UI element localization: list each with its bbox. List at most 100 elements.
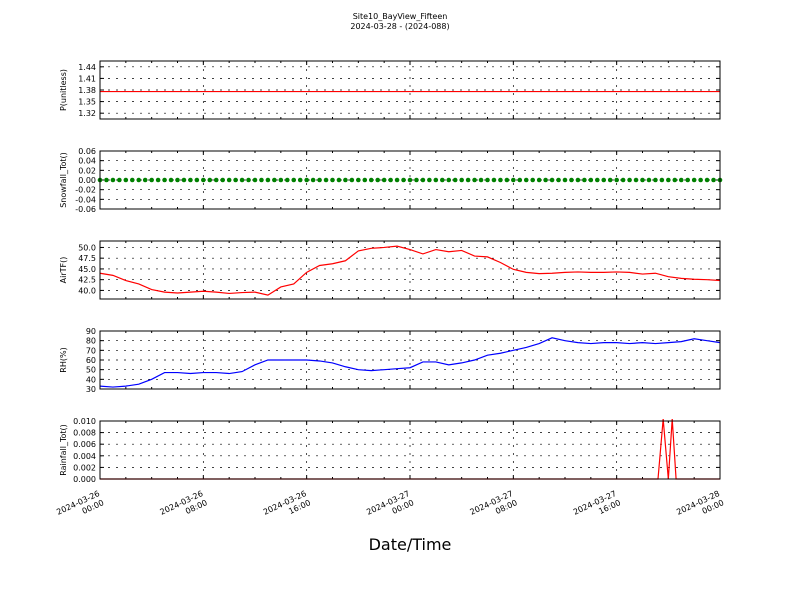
y-tick-label: 0.00 <box>78 176 96 185</box>
data-point <box>433 177 439 183</box>
y-tick-label: 47.5 <box>78 254 96 263</box>
data-point <box>233 177 238 183</box>
data-point <box>498 177 503 183</box>
data-point <box>420 177 426 183</box>
y-tick-label: 0.06 <box>78 147 96 156</box>
data-point <box>401 177 406 183</box>
data-point <box>414 177 419 183</box>
data-point <box>278 177 284 183</box>
series-line <box>99 337 721 388</box>
data-point <box>666 177 671 183</box>
data-point <box>284 177 290 183</box>
panel-2: 0.060.040.020.00-0.02-0.04-0.06 Snowfall_… <box>59 147 723 214</box>
data-point <box>181 177 187 183</box>
y-axis-label: Rainfall_Tot() <box>59 424 68 476</box>
data-point <box>607 177 613 183</box>
y-tick-label: 1.38 <box>78 86 96 95</box>
data-point <box>194 177 200 183</box>
y-tick-label: 0.02 <box>78 166 96 175</box>
y-tick-label: 50.0 <box>78 243 96 252</box>
y-tick-label: 0.008 <box>73 429 96 438</box>
panel-frame <box>99 420 721 480</box>
data-point <box>362 177 368 183</box>
data-point <box>704 177 710 183</box>
data-point <box>407 177 413 183</box>
data-point <box>472 177 477 183</box>
data-point <box>517 177 523 183</box>
data-point <box>543 177 548 183</box>
panel-frame <box>99 330 721 390</box>
data-point <box>220 177 226 183</box>
data-point <box>162 177 167 183</box>
data-point <box>601 177 607 183</box>
data-point <box>330 177 335 183</box>
y-tick-label: -0.02 <box>75 186 96 195</box>
data-point <box>142 177 148 183</box>
data-point <box>478 177 484 183</box>
y-tick-label: 0.010 <box>73 417 96 426</box>
data-point <box>614 177 619 183</box>
y-tick-label: 50 <box>86 366 96 375</box>
y-tick-label: 0.004 <box>73 452 96 461</box>
x-tick-label: 2024-03-2800:00 <box>675 489 725 526</box>
panel-frame <box>99 240 721 300</box>
data-point <box>446 177 452 183</box>
data-point <box>569 177 574 183</box>
y-tick-label: 1.41 <box>78 74 96 83</box>
y-tick-label: 0.000 <box>73 475 96 484</box>
data-point <box>129 177 135 183</box>
data-point <box>556 177 561 183</box>
data-point <box>123 177 129 183</box>
chart-title-line-2: 2024-03-28 - (2024-088) <box>350 22 449 31</box>
data-point <box>213 177 219 183</box>
x-tick-label: 2024-03-2608:00 <box>159 489 209 526</box>
data-point <box>511 177 516 183</box>
data-point <box>201 177 206 183</box>
data-point <box>291 177 297 183</box>
y-tick-label: 1.44 <box>78 63 96 72</box>
y-tick-label: 70 <box>86 346 96 355</box>
data-point <box>155 177 161 183</box>
data-point <box>149 177 154 183</box>
data-point <box>394 177 400 183</box>
data-point <box>226 177 232 183</box>
panel-1: 1.44 1.41 1.38 1.35 1.32 P(unitless) <box>59 60 721 120</box>
y-tick-label: 0.04 <box>78 157 96 166</box>
y-tick-label: 40 <box>86 375 96 384</box>
series-line <box>99 245 721 296</box>
y-axis-label: P(unitless) <box>59 69 68 111</box>
x-tick-labels: 2024-03-2600:00 2024-03-2608:00 2024-03-26… <box>55 489 725 526</box>
y-tick-label: 30 <box>86 385 96 394</box>
data-point <box>459 177 464 183</box>
data-point <box>530 177 536 183</box>
y-tick-label: 90 <box>86 327 96 336</box>
data-point <box>633 177 639 183</box>
data-point <box>575 177 581 183</box>
data-point <box>175 177 180 183</box>
y-tick-label: 42.5 <box>78 276 96 285</box>
data-point <box>104 177 109 183</box>
data-point <box>627 177 632 183</box>
data-point <box>562 177 568 183</box>
data-point <box>646 177 652 183</box>
data-point <box>504 177 510 183</box>
data-point <box>388 177 393 183</box>
y-tick-label: 0.006 <box>73 440 96 449</box>
data-point <box>711 177 716 183</box>
panel-5: 0.010 0.008 0.006 0.004 0.002 0.000 Rainfall_T… <box>59 417 721 484</box>
data-point <box>343 177 348 183</box>
data-point <box>439 177 445 183</box>
data-point <box>246 177 251 183</box>
data-point <box>168 177 174 183</box>
y-tick-label: 45.0 <box>78 265 96 274</box>
data-point <box>117 177 122 183</box>
data-point <box>523 177 529 183</box>
data-point <box>582 177 587 183</box>
data-point <box>452 177 458 183</box>
y-tick-label: 80 <box>86 337 96 346</box>
data-point <box>381 177 387 183</box>
y-tick-label: -0.06 <box>75 205 96 214</box>
x-tick-label: 2024-03-2600:00 <box>55 489 105 526</box>
y-tick-label: -0.04 <box>75 195 96 204</box>
